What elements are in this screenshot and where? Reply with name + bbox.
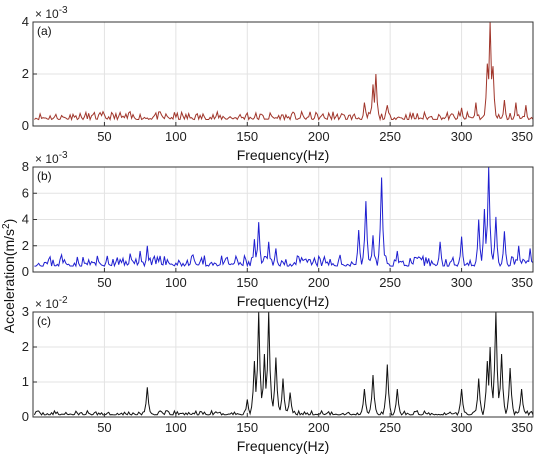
y-tick-label: 3: [22, 304, 29, 319]
plot-area: [33, 312, 533, 417]
x-tick-label: 300: [451, 129, 473, 144]
series-line: [34, 166, 534, 268]
y-tick-label: 0: [22, 409, 29, 424]
y-tick-label: 2: [22, 66, 29, 81]
y-tick-label: 0: [22, 118, 29, 133]
y-axis-label: Acceleration(m/s2): [1, 219, 17, 334]
x-tick-label: 350: [511, 420, 533, 435]
y-exponent-label: × 10-3: [35, 150, 68, 166]
y-tick-label: 2: [22, 238, 29, 253]
x-tick-label: 100: [165, 275, 187, 290]
x-tick-label: 50: [97, 420, 111, 435]
y-exponent-label: × 10-2: [35, 295, 68, 311]
panel-label: (c): [37, 314, 51, 328]
x-tick-label: 50: [97, 129, 111, 144]
panel-label: (b): [37, 169, 52, 183]
x-tick-label: 150: [236, 129, 258, 144]
x-tick-label: 50: [97, 275, 111, 290]
y-tick-label: 2: [22, 339, 29, 354]
x-tick-label: 250: [379, 420, 401, 435]
chart-panel-2: 50 100 150 200 250 300 350 0 2 4 6 8 × 10-3 (b) Freque…: [22, 150, 534, 309]
x-tick-label: 350: [511, 275, 533, 290]
y-tick-label: 1: [22, 374, 29, 389]
y-tick-label: 6: [22, 185, 29, 200]
chart-panel-1: 50 100 150 200 250 300 350 0 2 4 × 10-3 (a) Frequenc…: [22, 5, 534, 163]
x-tick-label: 300: [451, 275, 473, 290]
y-tick-label: 4: [22, 14, 29, 29]
x-axis-label: Frequency(Hz): [237, 147, 330, 163]
x-tick-label: 150: [236, 275, 258, 290]
x-axis-label: Frequency(Hz): [237, 438, 330, 454]
x-tick-label: 200: [308, 275, 330, 290]
x-tick-label: 250: [379, 129, 401, 144]
x-tick-label: 350: [511, 129, 533, 144]
chart-panel-3: 50 100 150 200 250 300 350 0 1 2 3 × 10-2 (c) Frequen…: [22, 295, 534, 454]
x-tick-label: 100: [165, 129, 187, 144]
x-tick-label: 100: [165, 420, 187, 435]
axes-frame: [32, 311, 534, 418]
x-tick-label: 300: [451, 420, 473, 435]
panel-label: (a): [37, 24, 52, 38]
x-axis-label: Frequency(Hz): [237, 293, 330, 309]
x-tick-label: 150: [236, 420, 258, 435]
y-tick-label: 0: [22, 264, 29, 279]
series-line: [33, 311, 534, 417]
x-tick-label: 200: [308, 420, 330, 435]
x-tick-label: 250: [379, 275, 401, 290]
y-tick-label: 8: [22, 159, 29, 174]
x-tick-label: 200: [308, 129, 330, 144]
y-exponent-label: × 10-3: [35, 5, 68, 21]
series-line: [34, 21, 534, 122]
y-tick-label: 4: [22, 212, 29, 227]
